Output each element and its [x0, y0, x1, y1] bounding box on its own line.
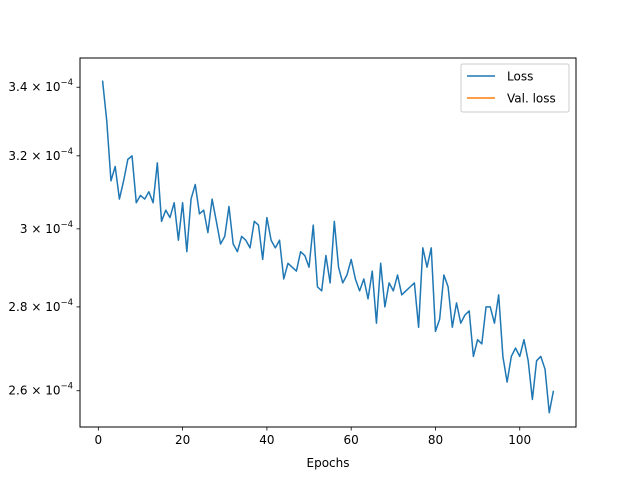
y-tick-label: 3 × 10−4 [20, 220, 73, 236]
legend-label-val-loss: Val. loss [507, 92, 556, 106]
axes-frame [79, 57, 577, 428]
x-tick-label: 100 [508, 433, 531, 447]
series-line-loss [101, 80, 555, 414]
x-tick-label: 80 [428, 433, 443, 447]
x-tick-label: 60 [344, 433, 359, 447]
legend: Loss Val. loss [460, 63, 570, 113]
y-tick-label: 3.4 × 10−4 [8, 78, 73, 94]
x-tick-label: 20 [175, 433, 190, 447]
x-tick-label: 0 [95, 433, 103, 447]
y-axis: 2.6 × 10−4 2.8 × 10−4 3 × 10−4 3.2 × 10−4 3.… [8, 78, 80, 398]
x-tick-label: 40 [259, 433, 274, 447]
x-axis-label: Epochs [307, 456, 350, 470]
x-axis: 0 20 40 60 80 100 [95, 427, 531, 447]
y-tick-label: 2.6 × 10−4 [8, 382, 73, 398]
plot-series [101, 80, 555, 414]
y-tick-label: 2.8 × 10−4 [8, 298, 73, 314]
legend-label-loss: Loss [507, 70, 533, 84]
y-tick-label: 3.2 × 10−4 [8, 147, 73, 163]
